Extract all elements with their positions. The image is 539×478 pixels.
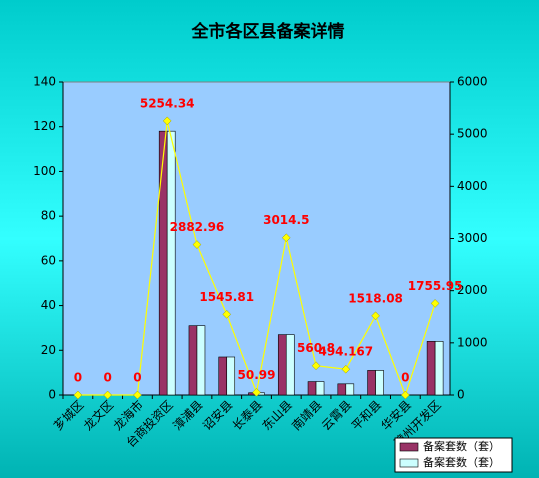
bar <box>226 356 236 396</box>
bar <box>434 341 444 396</box>
marker <box>311 361 321 371</box>
bar <box>345 383 355 396</box>
y-tick-label: 120 <box>33 119 56 133</box>
legend-swatch <box>399 442 419 452</box>
y-tick-label: 140 <box>33 75 56 89</box>
data-label: 560.8 <box>297 341 335 355</box>
bar <box>277 334 287 396</box>
bar <box>285 334 295 396</box>
marker <box>222 310 232 319</box>
marker <box>281 233 291 243</box>
plot-area <box>62 81 451 396</box>
marker <box>371 311 380 321</box>
data-label: 1755.95 <box>408 279 463 293</box>
legend-label: 备案套数（套） <box>423 439 500 453</box>
bar <box>188 325 198 396</box>
data-label: 5254.34 <box>140 96 195 110</box>
data-label: 0 <box>401 371 409 385</box>
bar <box>307 381 317 396</box>
bar <box>158 130 168 396</box>
bar <box>315 381 325 396</box>
data-label: 1545.81 <box>199 290 254 304</box>
y-tick-label: 100 <box>33 164 56 178</box>
y2-tick-label: 2000 <box>457 283 488 297</box>
bar <box>196 325 206 396</box>
marker <box>103 390 113 400</box>
legend-swatch <box>399 458 419 468</box>
data-label: 0 <box>74 371 82 385</box>
marker <box>73 390 83 400</box>
chart-title: 全市各区县备案详情 <box>191 21 345 42</box>
y-tick-label: 0 <box>48 388 56 402</box>
y2-tick-label: 6000 <box>457 75 488 89</box>
bar <box>367 370 376 396</box>
data-label: 2882.96 <box>170 220 225 234</box>
marker <box>252 387 261 397</box>
marker <box>341 364 351 374</box>
data-label: 1518.08 <box>348 291 403 305</box>
data-label: 0 <box>133 371 141 385</box>
marker <box>133 390 142 400</box>
legend-label: 备案套数（套） <box>423 455 500 469</box>
bar <box>218 356 228 396</box>
data-label: 0 <box>103 371 111 385</box>
bar <box>337 383 347 396</box>
y2-tick-label: 3000 <box>457 231 488 245</box>
marker <box>400 390 410 400</box>
y2-tick-label: 1000 <box>457 335 488 349</box>
marker <box>430 299 440 308</box>
bar <box>166 130 176 396</box>
bar <box>375 370 384 396</box>
y-tick-label: 60 <box>41 253 56 267</box>
y-tick-label: 20 <box>41 343 56 357</box>
y-tick-label: 80 <box>41 209 56 223</box>
marker <box>162 116 172 126</box>
y2-tick-label: 5000 <box>457 127 488 141</box>
bar <box>426 341 436 396</box>
data-label: 494.167 <box>318 345 373 359</box>
y2-tick-label: 0 <box>457 388 465 402</box>
marker <box>192 240 202 249</box>
y2-tick-label: 4000 <box>457 179 488 193</box>
y-tick-label: 40 <box>41 298 56 312</box>
data-label: 3014.5 <box>263 213 309 227</box>
data-label: 50.99 <box>238 368 276 382</box>
